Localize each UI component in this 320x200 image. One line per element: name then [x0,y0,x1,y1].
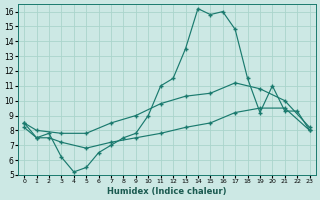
X-axis label: Humidex (Indice chaleur): Humidex (Indice chaleur) [107,187,227,196]
